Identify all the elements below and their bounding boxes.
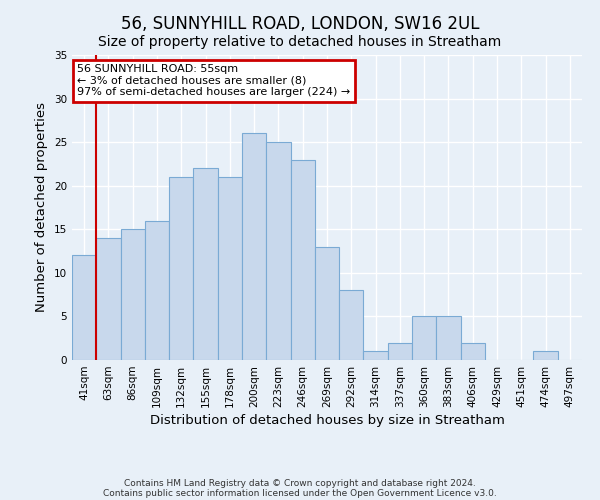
Bar xyxy=(364,352,388,360)
Bar xyxy=(145,220,169,360)
Bar xyxy=(388,342,412,360)
Text: Contains public sector information licensed under the Open Government Licence v3: Contains public sector information licen… xyxy=(103,488,497,498)
Bar xyxy=(121,230,145,360)
Y-axis label: Number of detached properties: Number of detached properties xyxy=(35,102,49,312)
Bar xyxy=(266,142,290,360)
X-axis label: Distribution of detached houses by size in Streatham: Distribution of detached houses by size … xyxy=(149,414,505,427)
Bar xyxy=(412,316,436,360)
Bar xyxy=(339,290,364,360)
Text: Contains HM Land Registry data © Crown copyright and database right 2024.: Contains HM Land Registry data © Crown c… xyxy=(124,478,476,488)
Text: 56 SUNNYHILL ROAD: 55sqm
← 3% of detached houses are smaller (8)
97% of semi-det: 56 SUNNYHILL ROAD: 55sqm ← 3% of detache… xyxy=(77,64,350,98)
Bar xyxy=(169,177,193,360)
Text: Size of property relative to detached houses in Streatham: Size of property relative to detached ho… xyxy=(98,35,502,49)
Bar xyxy=(461,342,485,360)
Bar xyxy=(533,352,558,360)
Bar xyxy=(96,238,121,360)
Bar xyxy=(290,160,315,360)
Bar xyxy=(193,168,218,360)
Bar xyxy=(72,256,96,360)
Text: 56, SUNNYHILL ROAD, LONDON, SW16 2UL: 56, SUNNYHILL ROAD, LONDON, SW16 2UL xyxy=(121,15,479,33)
Bar xyxy=(242,134,266,360)
Bar xyxy=(218,177,242,360)
Bar xyxy=(315,246,339,360)
Bar xyxy=(436,316,461,360)
